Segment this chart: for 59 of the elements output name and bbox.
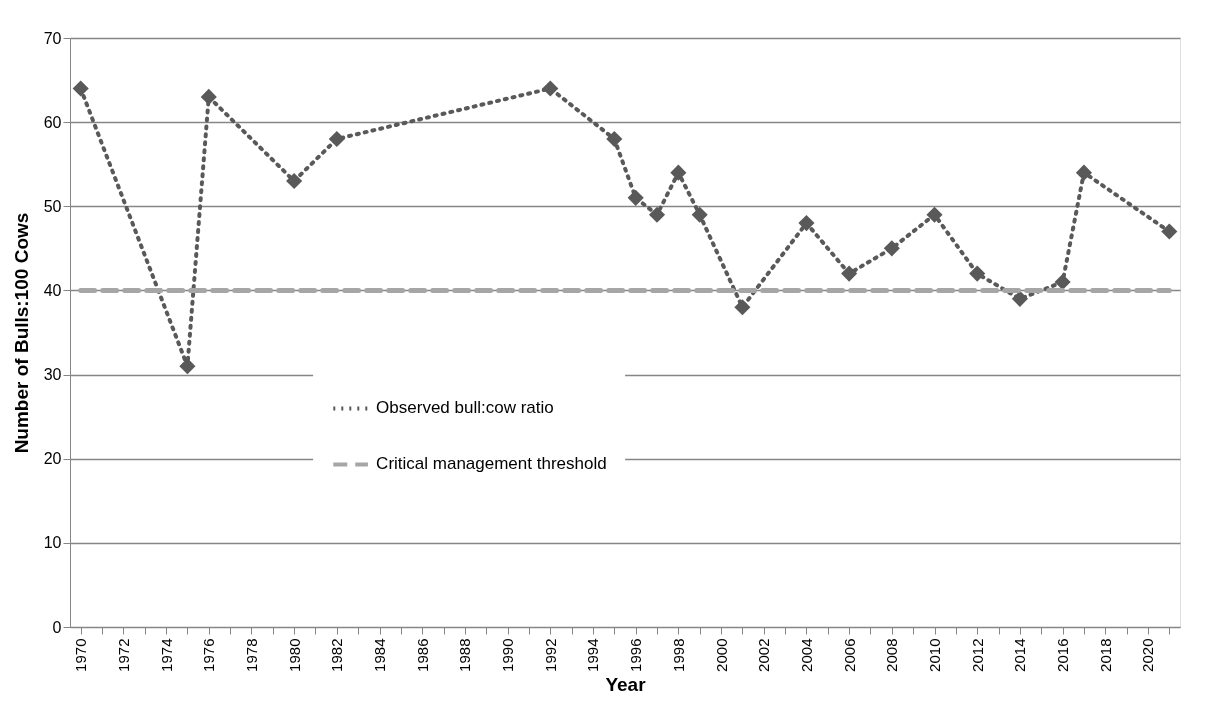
point <box>627 189 644 206</box>
x-tick-label: 2020 <box>1139 638 1157 672</box>
legend-label: Observed bull:cow ratio <box>376 398 554 418</box>
x-tick-label: 1986 <box>413 638 431 672</box>
x-tick-label: 1990 <box>499 638 517 672</box>
x-tick-label: 1982 <box>328 638 346 672</box>
point <box>926 206 943 223</box>
x-tick-label: 2002 <box>755 638 773 672</box>
x-tick-label: 1994 <box>584 638 602 672</box>
y-axis-title: Number of Bulls:100 Cows <box>10 212 32 454</box>
x-tick-label: 2008 <box>883 638 901 672</box>
point <box>969 265 986 282</box>
point <box>1161 223 1178 240</box>
point <box>883 240 900 257</box>
y-tick-label: 50 <box>43 197 62 215</box>
y-tick-label: 70 <box>43 29 62 47</box>
x-tick-label: 1974 <box>157 638 175 672</box>
legend-label: Critical management threshold <box>376 454 607 474</box>
x-tick-label: 2004 <box>797 638 815 672</box>
y-tick-label: 10 <box>43 534 62 552</box>
point <box>670 164 687 181</box>
point <box>179 358 196 375</box>
point <box>841 265 858 282</box>
x-tick-label: 2006 <box>840 638 858 672</box>
y-tick-label: 20 <box>43 450 62 468</box>
x-tick-label: 1998 <box>669 638 687 672</box>
x-tick-label: 1984 <box>371 638 389 672</box>
point <box>691 206 708 223</box>
x-tick-label: 1976 <box>200 638 218 672</box>
point <box>1075 164 1092 181</box>
x-axis-title: Year <box>605 673 647 695</box>
point <box>1054 273 1071 291</box>
x-tick-label: 1970 <box>72 638 90 672</box>
y-tick-label: 60 <box>43 113 62 131</box>
x-tick-label: 1988 <box>456 638 474 672</box>
point <box>734 299 751 316</box>
x-tick-label: 2016 <box>1054 638 1072 672</box>
y-tick-label: 0 <box>52 618 62 636</box>
point <box>606 130 623 148</box>
x-tick-label: 1972 <box>114 638 132 672</box>
point <box>328 130 345 148</box>
x-tick-label: 2010 <box>926 638 944 672</box>
point <box>1011 290 1028 307</box>
x-tick-label: 1978 <box>242 638 260 672</box>
x-tick-label: 2000 <box>712 638 730 672</box>
point <box>286 172 303 190</box>
x-tick-label: 1992 <box>541 638 559 672</box>
x-tick-label: 1980 <box>285 638 303 672</box>
x-tick-label: 1996 <box>627 638 645 672</box>
point <box>798 215 815 232</box>
point <box>542 80 559 97</box>
y-tick-label: 30 <box>43 366 62 384</box>
x-tick-label: 2018 <box>1096 638 1114 672</box>
y-tick-label: 40 <box>43 281 62 299</box>
point <box>72 80 89 97</box>
point <box>648 206 666 223</box>
x-tick-label: 2012 <box>968 638 986 672</box>
x-tick-label: 2014 <box>1011 638 1029 672</box>
point <box>200 88 217 105</box>
